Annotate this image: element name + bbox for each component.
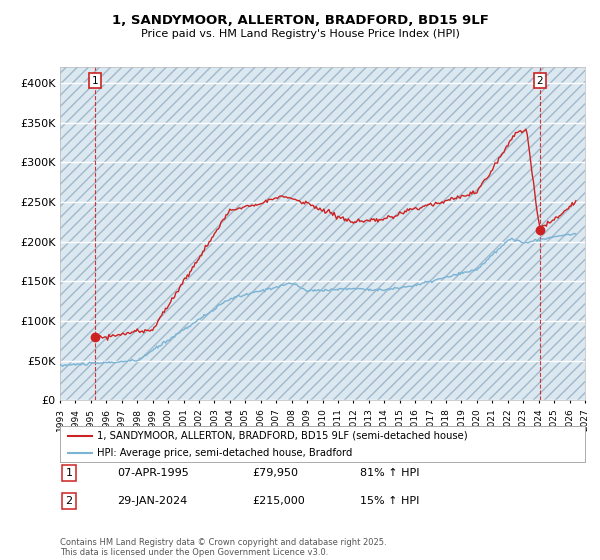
Text: 1, SANDYMOOR, ALLERTON, BRADFORD, BD15 9LF: 1, SANDYMOOR, ALLERTON, BRADFORD, BD15 9… xyxy=(112,14,488,27)
Text: HPI: Average price, semi-detached house, Bradford: HPI: Average price, semi-detached house,… xyxy=(97,448,352,458)
Text: 1: 1 xyxy=(65,468,73,478)
Text: 07-APR-1995: 07-APR-1995 xyxy=(117,468,189,478)
Text: 15% ↑ HPI: 15% ↑ HPI xyxy=(360,496,419,506)
Text: 29-JAN-2024: 29-JAN-2024 xyxy=(117,496,187,506)
Text: £215,000: £215,000 xyxy=(252,496,305,506)
Text: 2: 2 xyxy=(65,496,73,506)
Text: £79,950: £79,950 xyxy=(252,468,298,478)
Text: Price paid vs. HM Land Registry's House Price Index (HPI): Price paid vs. HM Land Registry's House … xyxy=(140,29,460,39)
Text: Contains HM Land Registry data © Crown copyright and database right 2025.
This d: Contains HM Land Registry data © Crown c… xyxy=(60,538,386,557)
Text: 1, SANDYMOOR, ALLERTON, BRADFORD, BD15 9LF (semi-detached house): 1, SANDYMOOR, ALLERTON, BRADFORD, BD15 9… xyxy=(97,431,467,441)
Text: 81% ↑ HPI: 81% ↑ HPI xyxy=(360,468,419,478)
Text: 2: 2 xyxy=(536,76,543,86)
Text: 1: 1 xyxy=(92,76,98,86)
